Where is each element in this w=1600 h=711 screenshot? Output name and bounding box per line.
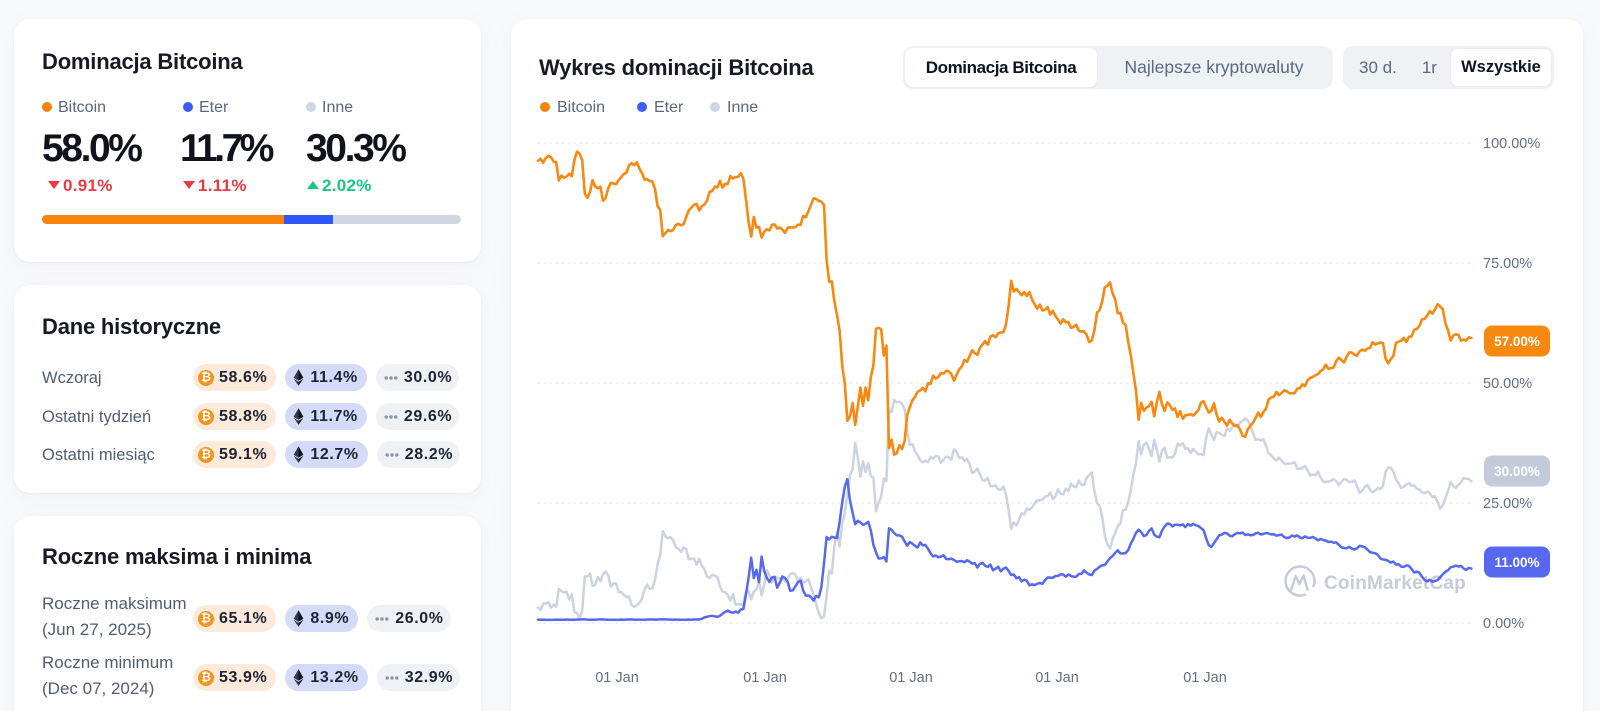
svg-text:01 Jan: 01 Jan (1035, 670, 1079, 686)
svg-text:CoinMarketCap: CoinMarketCap (1324, 573, 1466, 594)
svg-text:01 Jan: 01 Jan (743, 670, 787, 686)
svg-text:11.00%: 11.00% (1494, 555, 1539, 570)
svg-text:75.00%: 75.00% (1483, 256, 1532, 272)
svg-text:25.00%: 25.00% (1483, 496, 1532, 512)
svg-text:30.00%: 30.00% (1494, 464, 1540, 479)
svg-text:01 Jan: 01 Jan (1183, 670, 1227, 686)
svg-text:0.00%: 0.00% (1483, 616, 1524, 632)
svg-text:100.00%: 100.00% (1483, 136, 1540, 152)
svg-text:01 Jan: 01 Jan (889, 670, 933, 686)
svg-text:01 Jan: 01 Jan (595, 670, 639, 686)
svg-text:50.00%: 50.00% (1483, 376, 1532, 392)
svg-text:57.00%: 57.00% (1494, 334, 1540, 349)
